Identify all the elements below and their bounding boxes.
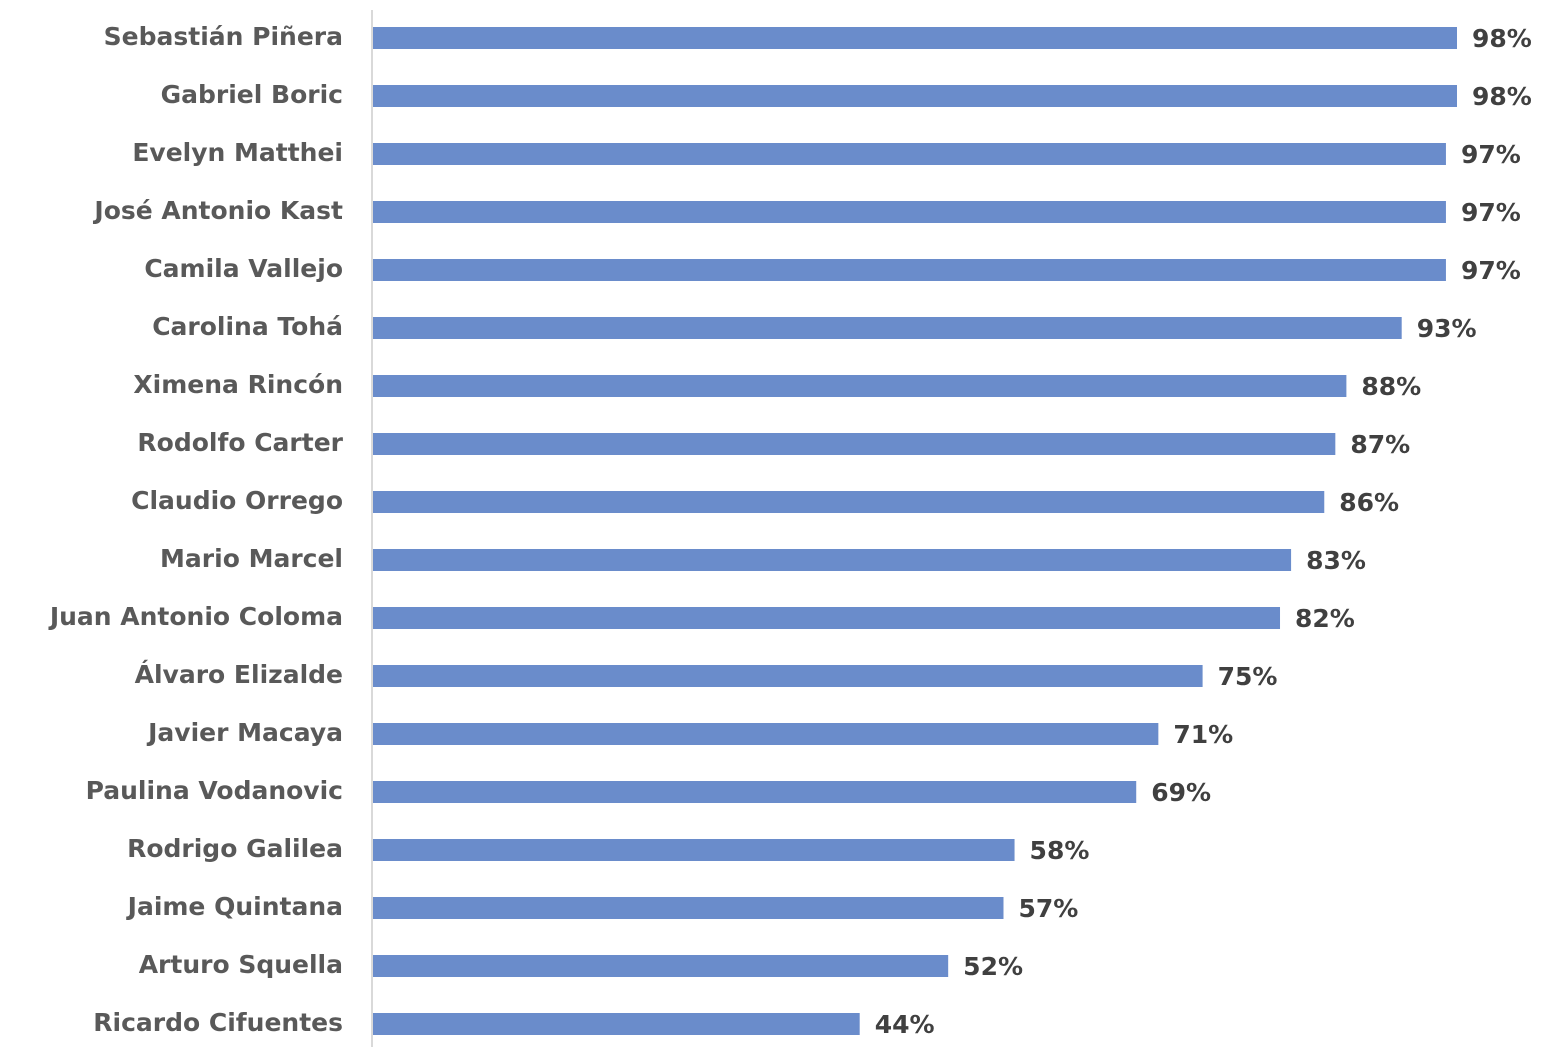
category-label: Claudio Orrego [131,486,343,515]
category-label: Gabriel Boric [161,80,343,109]
category-label: Rodolfo Carter [137,428,343,457]
category-label: Ximena Rincón [133,370,343,399]
value-label: 87% [1350,430,1410,459]
value-label: 83% [1306,546,1366,575]
bar [373,375,1347,397]
bar [373,839,1015,861]
category-label: Rodrigo Galilea [127,834,343,863]
value-label: 52% [963,952,1023,981]
category-label: Sebastián Piñera [104,22,343,51]
bar [373,781,1137,803]
bar [373,549,1292,571]
value-label: 71% [1173,720,1233,749]
category-label: Carolina Tohá [152,312,343,341]
value-label: 98% [1472,82,1532,111]
bar [373,259,1446,281]
value-label: 88% [1361,372,1421,401]
category-label: Álvaro Elizalde [135,660,343,689]
category-label: Jaime Quintana [126,892,343,921]
value-label: 44% [875,1010,935,1039]
category-label: Arturo Squella [139,950,343,979]
bar [373,723,1159,745]
value-label: 98% [1472,24,1532,53]
bar [373,897,1004,919]
bar [373,201,1446,223]
bar [373,1013,860,1035]
value-label: 58% [1030,836,1090,865]
category-label: Evelyn Matthei [132,138,343,167]
bar [373,143,1446,165]
value-label: 75% [1218,662,1278,691]
value-label: 69% [1151,778,1211,807]
value-label: 97% [1461,198,1521,227]
category-label: Javier Macaya [146,718,343,747]
bar [373,85,1457,107]
category-label: Juan Antonio Coloma [48,602,343,631]
bar [373,27,1457,49]
value-label: 82% [1295,604,1355,633]
value-label: 86% [1339,488,1399,517]
value-label: 93% [1417,314,1477,343]
value-label: 97% [1461,140,1521,169]
bar [373,491,1325,513]
bar [373,955,949,977]
category-label: Camila Vallejo [144,254,343,283]
value-label: 57% [1018,894,1078,923]
category-label: Ricardo Cifuentes [93,1008,343,1037]
bar [373,317,1402,339]
category-label: José Antonio Kast [92,196,343,225]
category-label: Mario Marcel [160,544,343,573]
bar [373,607,1281,629]
bar [373,665,1203,687]
bar [373,433,1336,455]
category-label: Paulina Vodanovic [86,776,343,805]
value-label: 97% [1461,256,1521,285]
